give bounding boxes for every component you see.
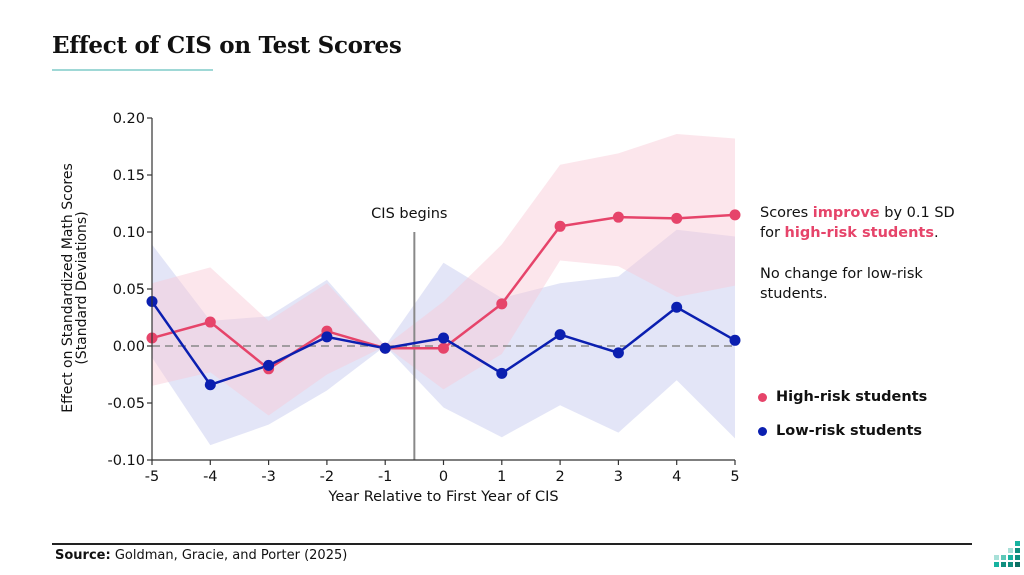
legend-item-low-risk: Low-risk students <box>758 423 922 439</box>
x-tick-label: 3 <box>614 469 623 485</box>
legend-label-high-risk: High-risk students <box>776 389 928 405</box>
y-tick-label: -0.05 <box>107 396 145 412</box>
source-label: Source: <box>55 548 111 563</box>
footer-divider <box>52 543 972 545</box>
annotation-text: by 0.1 SD <box>879 205 955 221</box>
y-tick-label: 0.20 <box>113 111 145 127</box>
annotation-improve: Scores improve by 0.1 SD for high-risk s… <box>760 203 955 243</box>
data-point-low-risk <box>204 379 216 391</box>
annotation-text: Scores <box>760 205 813 221</box>
x-tick-label: -1 <box>378 469 392 485</box>
brand-logo-icon <box>994 541 1020 567</box>
y-axis-label-units: (Standard Deviations) <box>74 211 90 364</box>
x-tick-label: 4 <box>672 469 681 485</box>
x-tick-label: 5 <box>730 469 739 485</box>
x-tick-label: -4 <box>203 469 217 485</box>
annotation-text: for <box>760 225 785 241</box>
x-tick-label: 0 <box>439 469 448 485</box>
legend-marker-high-risk <box>758 392 767 402</box>
cis-begins-label: CIS begins <box>371 206 447 222</box>
data-point-high-risk <box>729 209 741 221</box>
data-point-low-risk <box>496 367 508 379</box>
page-title: Effect of CIS on Test Scores <box>52 32 402 59</box>
source-text: Goldman, Gracie, and Porter (2025) <box>110 548 348 563</box>
data-point-high-risk <box>554 220 566 232</box>
annotation-highlight-high-risk: high-risk students <box>784 225 934 241</box>
data-point-high-risk <box>204 316 216 328</box>
axes: -0.10 -0.05 0.00 0.05 0.10 0.15 0.20 -5 -4 -3 -2 -1… <box>107 111 739 485</box>
annotation-text: . <box>934 225 939 241</box>
legend-item-high-risk: High-risk students <box>758 389 927 405</box>
y-tick-label: 0.15 <box>113 168 145 184</box>
legend-label-low-risk: Low-risk students <box>776 423 923 439</box>
data-point-low-risk <box>321 331 333 343</box>
source-note: Source: Goldman, Gracie, and Porter (202… <box>55 548 347 563</box>
y-tick-label: 0.05 <box>113 282 145 298</box>
x-tick-label: 2 <box>555 469 564 485</box>
title-underline <box>52 69 213 71</box>
y-tick-label: 0.10 <box>113 225 145 241</box>
legend-marker-low-risk <box>758 426 767 436</box>
x-tick-label: -2 <box>320 469 334 485</box>
confidence-bands <box>152 133 735 446</box>
x-tick-label: -5 <box>145 469 159 485</box>
data-point-low-risk <box>671 301 683 313</box>
ci-band-high-risk <box>152 133 735 416</box>
data-point-high-risk <box>612 211 624 223</box>
data-point-low-risk <box>263 359 275 371</box>
data-point-low-risk <box>729 334 741 346</box>
y-tick-label: 0.00 <box>113 339 145 355</box>
annotation-text: No change for low-risk <box>760 266 923 282</box>
data-point-low-risk <box>438 332 449 344</box>
data-point-low-risk <box>554 329 566 341</box>
y-tick-label: -0.10 <box>107 453 145 469</box>
x-tick-label: -3 <box>261 469 275 485</box>
x-tick-label: 1 <box>497 469 506 485</box>
data-point-high-risk <box>496 298 508 310</box>
data-point-high-risk <box>671 212 683 224</box>
data-point-low-risk <box>612 347 624 359</box>
annotation-text: students. <box>760 286 828 302</box>
data-point-high-risk <box>438 342 449 354</box>
annotation-highlight-improve: improve <box>812 205 880 221</box>
data-point-low-risk <box>379 342 391 354</box>
annotation-no-change: No change for low-risk students. <box>760 264 923 304</box>
x-axis-label: Year Relative to First Year of CIS <box>327 489 558 505</box>
y-axis-label: Effect on Standardized Math Scores <box>60 163 76 412</box>
